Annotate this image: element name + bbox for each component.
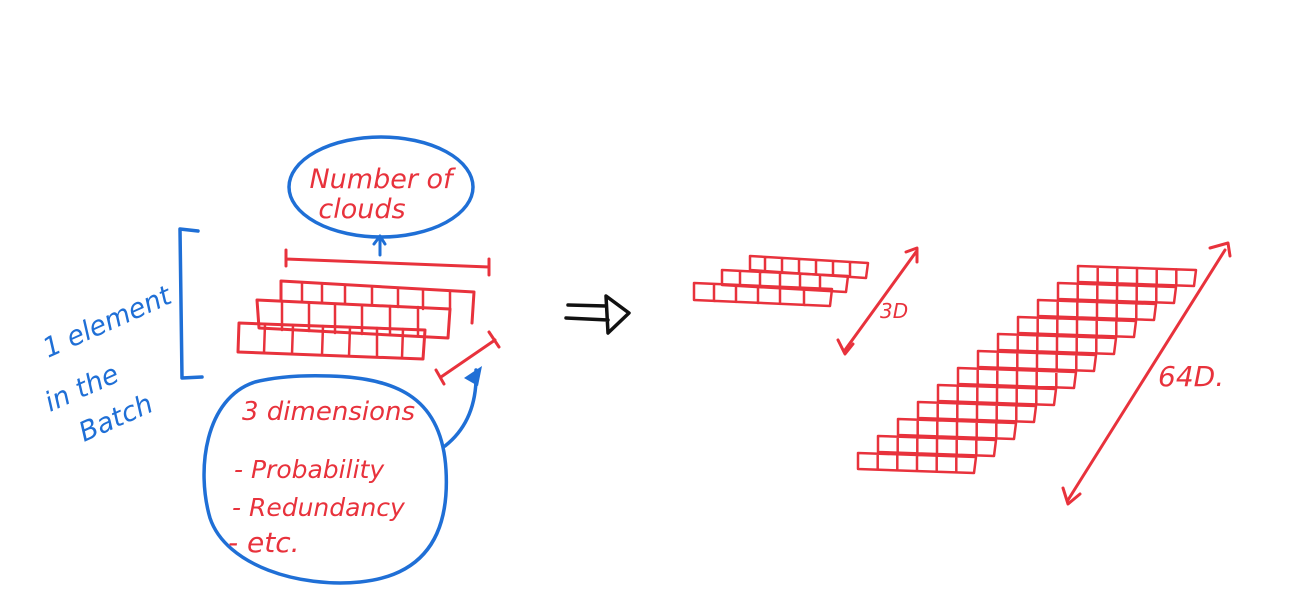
large-grid-layer-outline — [956, 366, 1078, 390]
large-grid-layer — [876, 434, 998, 458]
dims-item-etc: - etc. — [228, 526, 300, 559]
large-grid-layer — [1076, 264, 1198, 288]
clouds-bubble: Number of clouds — [287, 135, 475, 239]
large-grid-layer-outline — [1076, 264, 1198, 288]
large-grid-layer — [856, 451, 978, 475]
large-grid-layer — [916, 400, 1038, 424]
large-dimension-arrow: 64D. — [1061, 241, 1232, 506]
batch-label: 1 element in the Batch — [38, 280, 177, 449]
cloud-grid-front — [236, 321, 427, 361]
small-grid-layer-1 — [748, 254, 870, 280]
large-grid-layer-outline — [996, 332, 1118, 356]
small-dimension-label: 3D — [880, 299, 908, 323]
dims-pointer-arrow — [443, 366, 482, 448]
large-grid-layer-outline — [936, 383, 1058, 407]
large-dimension-label: 64D. — [1158, 360, 1224, 393]
large-grid-layer-outline — [856, 451, 978, 475]
clouds-pointer-arrow — [372, 234, 387, 257]
large-grid-layer-outline — [896, 417, 1018, 441]
cloud-grid-middle — [255, 298, 452, 340]
large-grid-layer — [1016, 315, 1138, 339]
large-grid-layer-outline — [976, 349, 1098, 373]
batch-label-line1: 1 element — [38, 280, 177, 365]
small-grid-stack — [692, 254, 870, 308]
small-grid-layer-2 — [720, 268, 850, 294]
large-grid-layer — [1036, 298, 1158, 322]
small-dimension-arrow: 3D — [836, 246, 919, 356]
clouds-label-line1: Number of — [309, 164, 456, 195]
large-grid-layer-outline — [916, 400, 1038, 424]
implies-arrow-icon — [564, 294, 631, 335]
large-grid-layer — [936, 383, 1058, 407]
large-grid-layer-outline — [1016, 315, 1138, 339]
large-grid-layer — [996, 332, 1118, 356]
dims-item-redundancy: - Redundancy — [232, 493, 406, 522]
large-grid-layer — [1056, 281, 1178, 305]
dimensions-bubble: 3 dimensions - Probability - Redundancy … — [202, 374, 449, 585]
large-grid-layer-outline — [1056, 281, 1178, 305]
dims-title: 3 dimensions — [242, 397, 415, 427]
large-grid-stack — [856, 264, 1198, 475]
large-grid-layer — [896, 417, 1018, 441]
large-grid-layer-outline — [876, 434, 998, 458]
large-grid-layer — [956, 366, 1078, 390]
dims-item-probability: - Probability — [234, 455, 385, 484]
depth-dimension-line — [434, 330, 501, 386]
small-grid-layer-3 — [692, 281, 834, 308]
large-grid-layer-outline — [1036, 298, 1158, 322]
large-grid-layer — [976, 349, 1098, 373]
cloud-grid-back — [279, 279, 476, 325]
clouds-label-line2: clouds — [318, 194, 405, 225]
batch-bracket — [178, 227, 204, 380]
cloud-grid-stack-left — [236, 279, 476, 361]
clouds-width-line — [284, 248, 491, 277]
